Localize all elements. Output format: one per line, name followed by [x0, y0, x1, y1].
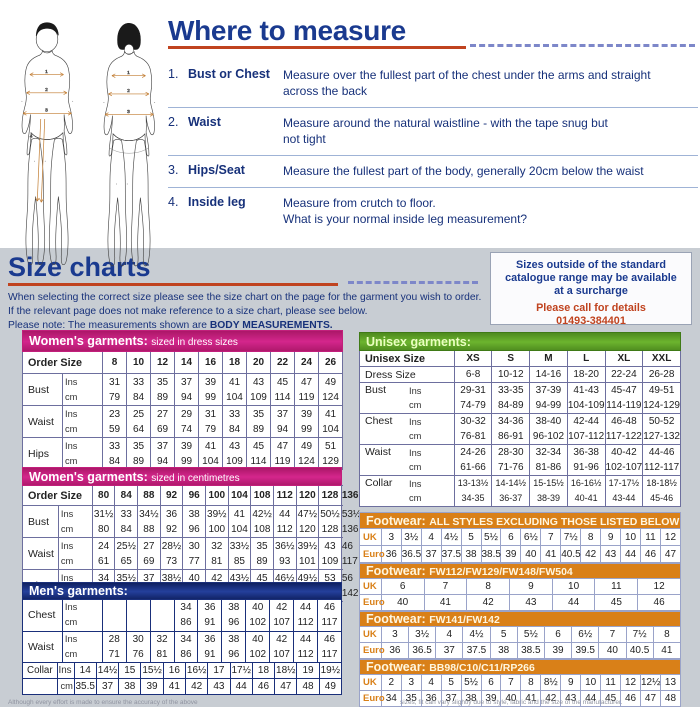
- svg-text:2: 2: [127, 88, 130, 94]
- svg-text:1: 1: [45, 69, 48, 75]
- svg-text:2: 2: [45, 87, 48, 93]
- svg-text:4: 4: [30, 133, 33, 139]
- svg-text:3: 3: [45, 108, 48, 114]
- svg-text:1: 1: [127, 70, 130, 76]
- svg-text:3: 3: [127, 109, 130, 115]
